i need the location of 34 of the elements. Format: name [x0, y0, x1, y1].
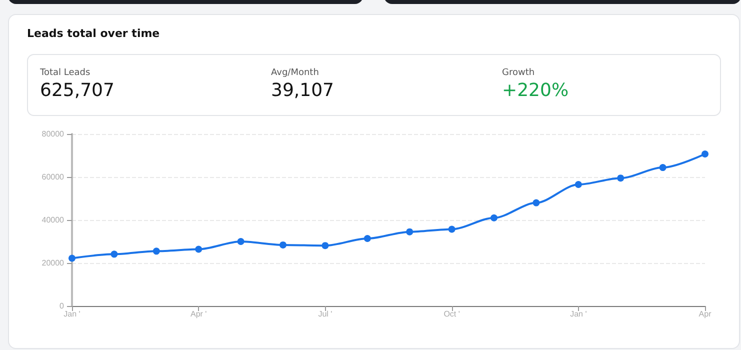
y-tick-label: 60000 [42, 172, 65, 182]
text: Avg/Month [271, 68, 320, 78]
point [322, 242, 329, 250]
y-tick-label: 0 [60, 302, 65, 310]
point [195, 246, 202, 253]
x-tick-label: Jul ' [318, 310, 333, 318]
x-tick-label: Jan ' [570, 310, 588, 318]
y-tick-label: 40000 [42, 216, 65, 224]
point [532, 199, 540, 206]
point [448, 226, 456, 233]
chart-title: Leads total over time [27, 27, 160, 40]
x-tick-label: Oct ' [444, 310, 460, 318]
point [659, 164, 666, 172]
point [152, 248, 160, 255]
point [617, 174, 624, 182]
point [490, 214, 498, 222]
text: 39,107 [271, 80, 334, 101]
point [237, 238, 244, 245]
point [574, 181, 582, 188]
point [68, 254, 76, 262]
point [406, 228, 414, 236]
point [364, 234, 371, 242]
x-tick-label: Apr [698, 310, 712, 318]
point [702, 150, 708, 158]
text: 625,707 [40, 80, 114, 101]
x-tick-label: Apr ' [190, 310, 208, 318]
text: Total Leads [40, 68, 92, 78]
y-tick-label: 80000 [42, 130, 65, 138]
text: Growth [502, 68, 536, 78]
point [110, 250, 118, 258]
text: +220% [502, 80, 569, 101]
point [280, 241, 286, 248]
y-tick-label: 20000 [42, 258, 65, 268]
x-tick-label: Jan ' [64, 310, 81, 318]
